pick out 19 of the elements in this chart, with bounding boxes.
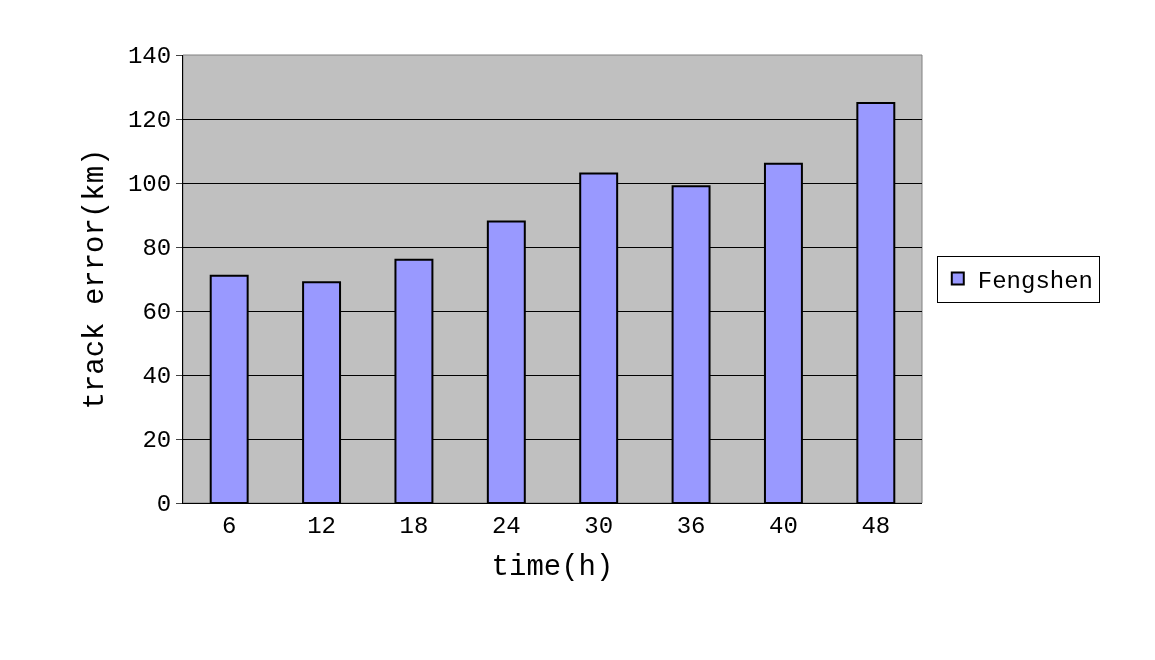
y-tick-label: 140: [127, 43, 172, 71]
x-tick-label: 48: [861, 512, 891, 540]
x-axis-title: time(h): [491, 550, 614, 584]
y-tick-label: 0: [156, 491, 172, 519]
y-tick-label: 60: [142, 299, 172, 327]
x-tick-label: 24: [491, 512, 521, 540]
y-tick-label: 20: [142, 427, 172, 455]
x-tick-label: 36: [676, 512, 706, 540]
x-tick-label: 18: [399, 512, 429, 540]
x-tick-label: 12: [307, 512, 336, 540]
legend-label: Fengshen: [977, 267, 1093, 295]
x-tick-label: 40: [769, 512, 798, 540]
x-tick-label: 30: [584, 512, 614, 540]
y-tick-label: 120: [127, 107, 172, 135]
y-tick-label: 80: [142, 235, 172, 263]
y-tick-label: 40: [142, 363, 172, 391]
y-axis-title: track error(km): [79, 148, 113, 410]
y-tick-label: 100: [127, 171, 172, 199]
x-tick-label: 6: [221, 512, 237, 540]
